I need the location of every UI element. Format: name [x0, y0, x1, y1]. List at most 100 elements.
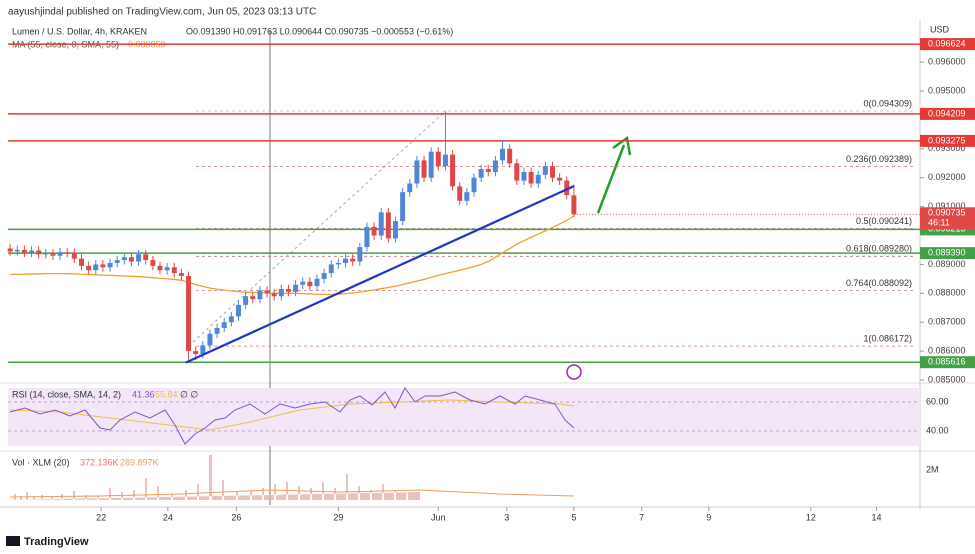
y-tick-label: 0.095000: [928, 85, 966, 95]
ohlc-text: O0.091390 H0.091763 L0.090644 C0.090735 …: [186, 26, 453, 36]
candle-body: [400, 192, 406, 222]
x-tick-label: 29: [333, 512, 343, 522]
candle-body: [549, 166, 555, 178]
rsi-label: RSI (14, close, SMA, 14, 2): [12, 389, 121, 399]
candle-body: [535, 174, 541, 184]
candle-body: [186, 275, 192, 352]
event-icon[interactable]: [566, 364, 582, 380]
candle-body: [507, 148, 513, 164]
volume-label: Vol · XLM (20): [12, 457, 70, 467]
volume-ma-value: 289.897K: [120, 457, 159, 467]
y-tick-label: 0.096000: [928, 57, 966, 67]
x-tick-label: 26: [231, 512, 241, 522]
candle-body: [357, 247, 363, 262]
fib-label: 0(0.094309): [863, 98, 912, 108]
candle-body: [293, 284, 299, 292]
candle-body: [557, 177, 563, 181]
candle-body: [64, 252, 70, 254]
symbol-title: Lumen / U.S. Dollar, 4h, KRAKEN: [12, 26, 147, 36]
candle-body: [79, 258, 84, 266]
candle-body: [114, 260, 120, 263]
candle-body: [428, 151, 434, 178]
trendline: [185, 185, 575, 364]
candle-body: [228, 316, 234, 323]
candle-body: [335, 262, 341, 265]
rsi-value: 41.36: [132, 389, 155, 399]
candle-body: [86, 265, 92, 271]
price-tag: [920, 247, 975, 260]
currency: USD: [930, 24, 950, 34]
candle-body: [421, 160, 427, 178]
candle-body: [300, 281, 306, 285]
candle-body: [128, 257, 134, 262]
candle-body: [157, 265, 163, 271]
candle-body: [328, 264, 334, 274]
candle-body: [478, 169, 484, 178]
candle-body: [207, 333, 213, 346]
candle-body: [71, 252, 77, 259]
candle-body: [200, 345, 206, 354]
candle-body: [464, 192, 470, 201]
candle-body: [143, 254, 149, 261]
fib-label: 0.618(0.089280): [846, 244, 912, 254]
price-tag: [920, 107, 975, 120]
candle-body: [457, 186, 463, 201]
candle-body: [450, 154, 456, 187]
x-tick-label: 7: [639, 512, 644, 522]
candle-body: [285, 288, 291, 292]
x-tick-label: 5: [571, 512, 576, 522]
candle-body: [221, 322, 227, 328]
price-tag-label: 0.089390: [928, 248, 966, 258]
candle-body: [343, 258, 349, 263]
candle-body: [136, 254, 142, 262]
price-tag: [920, 38, 975, 51]
candle-body: [371, 226, 377, 236]
fib-label: 0.5(0.090241): [856, 216, 912, 226]
rsi-extra: ∅ ∅: [180, 389, 198, 399]
candle-body: [271, 293, 277, 297]
fib-label: 1(0.086172): [863, 334, 912, 344]
candle-body: [257, 290, 263, 300]
candle-body: [178, 273, 184, 276]
rsi-background: [8, 388, 920, 446]
volume-ma-line: [9, 489, 575, 498]
candle-body: [378, 212, 384, 236]
candle-body: [492, 160, 498, 172]
volume-tick-label: 2M: [926, 464, 939, 474]
candle-body: [7, 248, 13, 252]
candle-body: [364, 226, 370, 248]
candle-body: [107, 262, 113, 268]
y-tick-label: 0.085000: [928, 374, 966, 384]
last-price-tag: [920, 207, 975, 230]
candle-body: [471, 177, 477, 193]
volume-value: 372.136K: [80, 457, 119, 467]
candle-body: [100, 264, 106, 268]
candle-body: [14, 249, 20, 252]
candle-body: [392, 221, 398, 239]
candle-body: [243, 296, 249, 305]
candle-body: [321, 273, 327, 279]
candle-body: [514, 163, 520, 181]
candle-body: [307, 281, 313, 287]
y-tick-label: 0.089000: [928, 259, 966, 269]
candle-body: [93, 264, 99, 271]
price-tag-label: 0.096624: [928, 38, 966, 48]
price-tag-label: 0.093275: [928, 135, 966, 145]
rsi-line: [9, 387, 575, 445]
candle-body: [528, 171, 534, 184]
price-tag-label: 0.085616: [928, 357, 966, 367]
candle-body: [50, 253, 56, 256]
candle-body: [43, 253, 49, 255]
price-axis: 0.096000 0.095000 0.093000 0.092000 0.091000…: [920, 57, 966, 384]
x-tick-label: 3: [504, 512, 509, 522]
candle-body: [385, 212, 391, 239]
x-tick-label: Jun: [431, 512, 446, 522]
y-tick-label: 0.093000: [928, 143, 966, 153]
candle-body: [500, 148, 506, 161]
candle-body: [314, 278, 320, 287]
price-tag: [920, 356, 975, 369]
candle-body: [36, 250, 42, 255]
x-tick-label: 9: [706, 512, 711, 522]
